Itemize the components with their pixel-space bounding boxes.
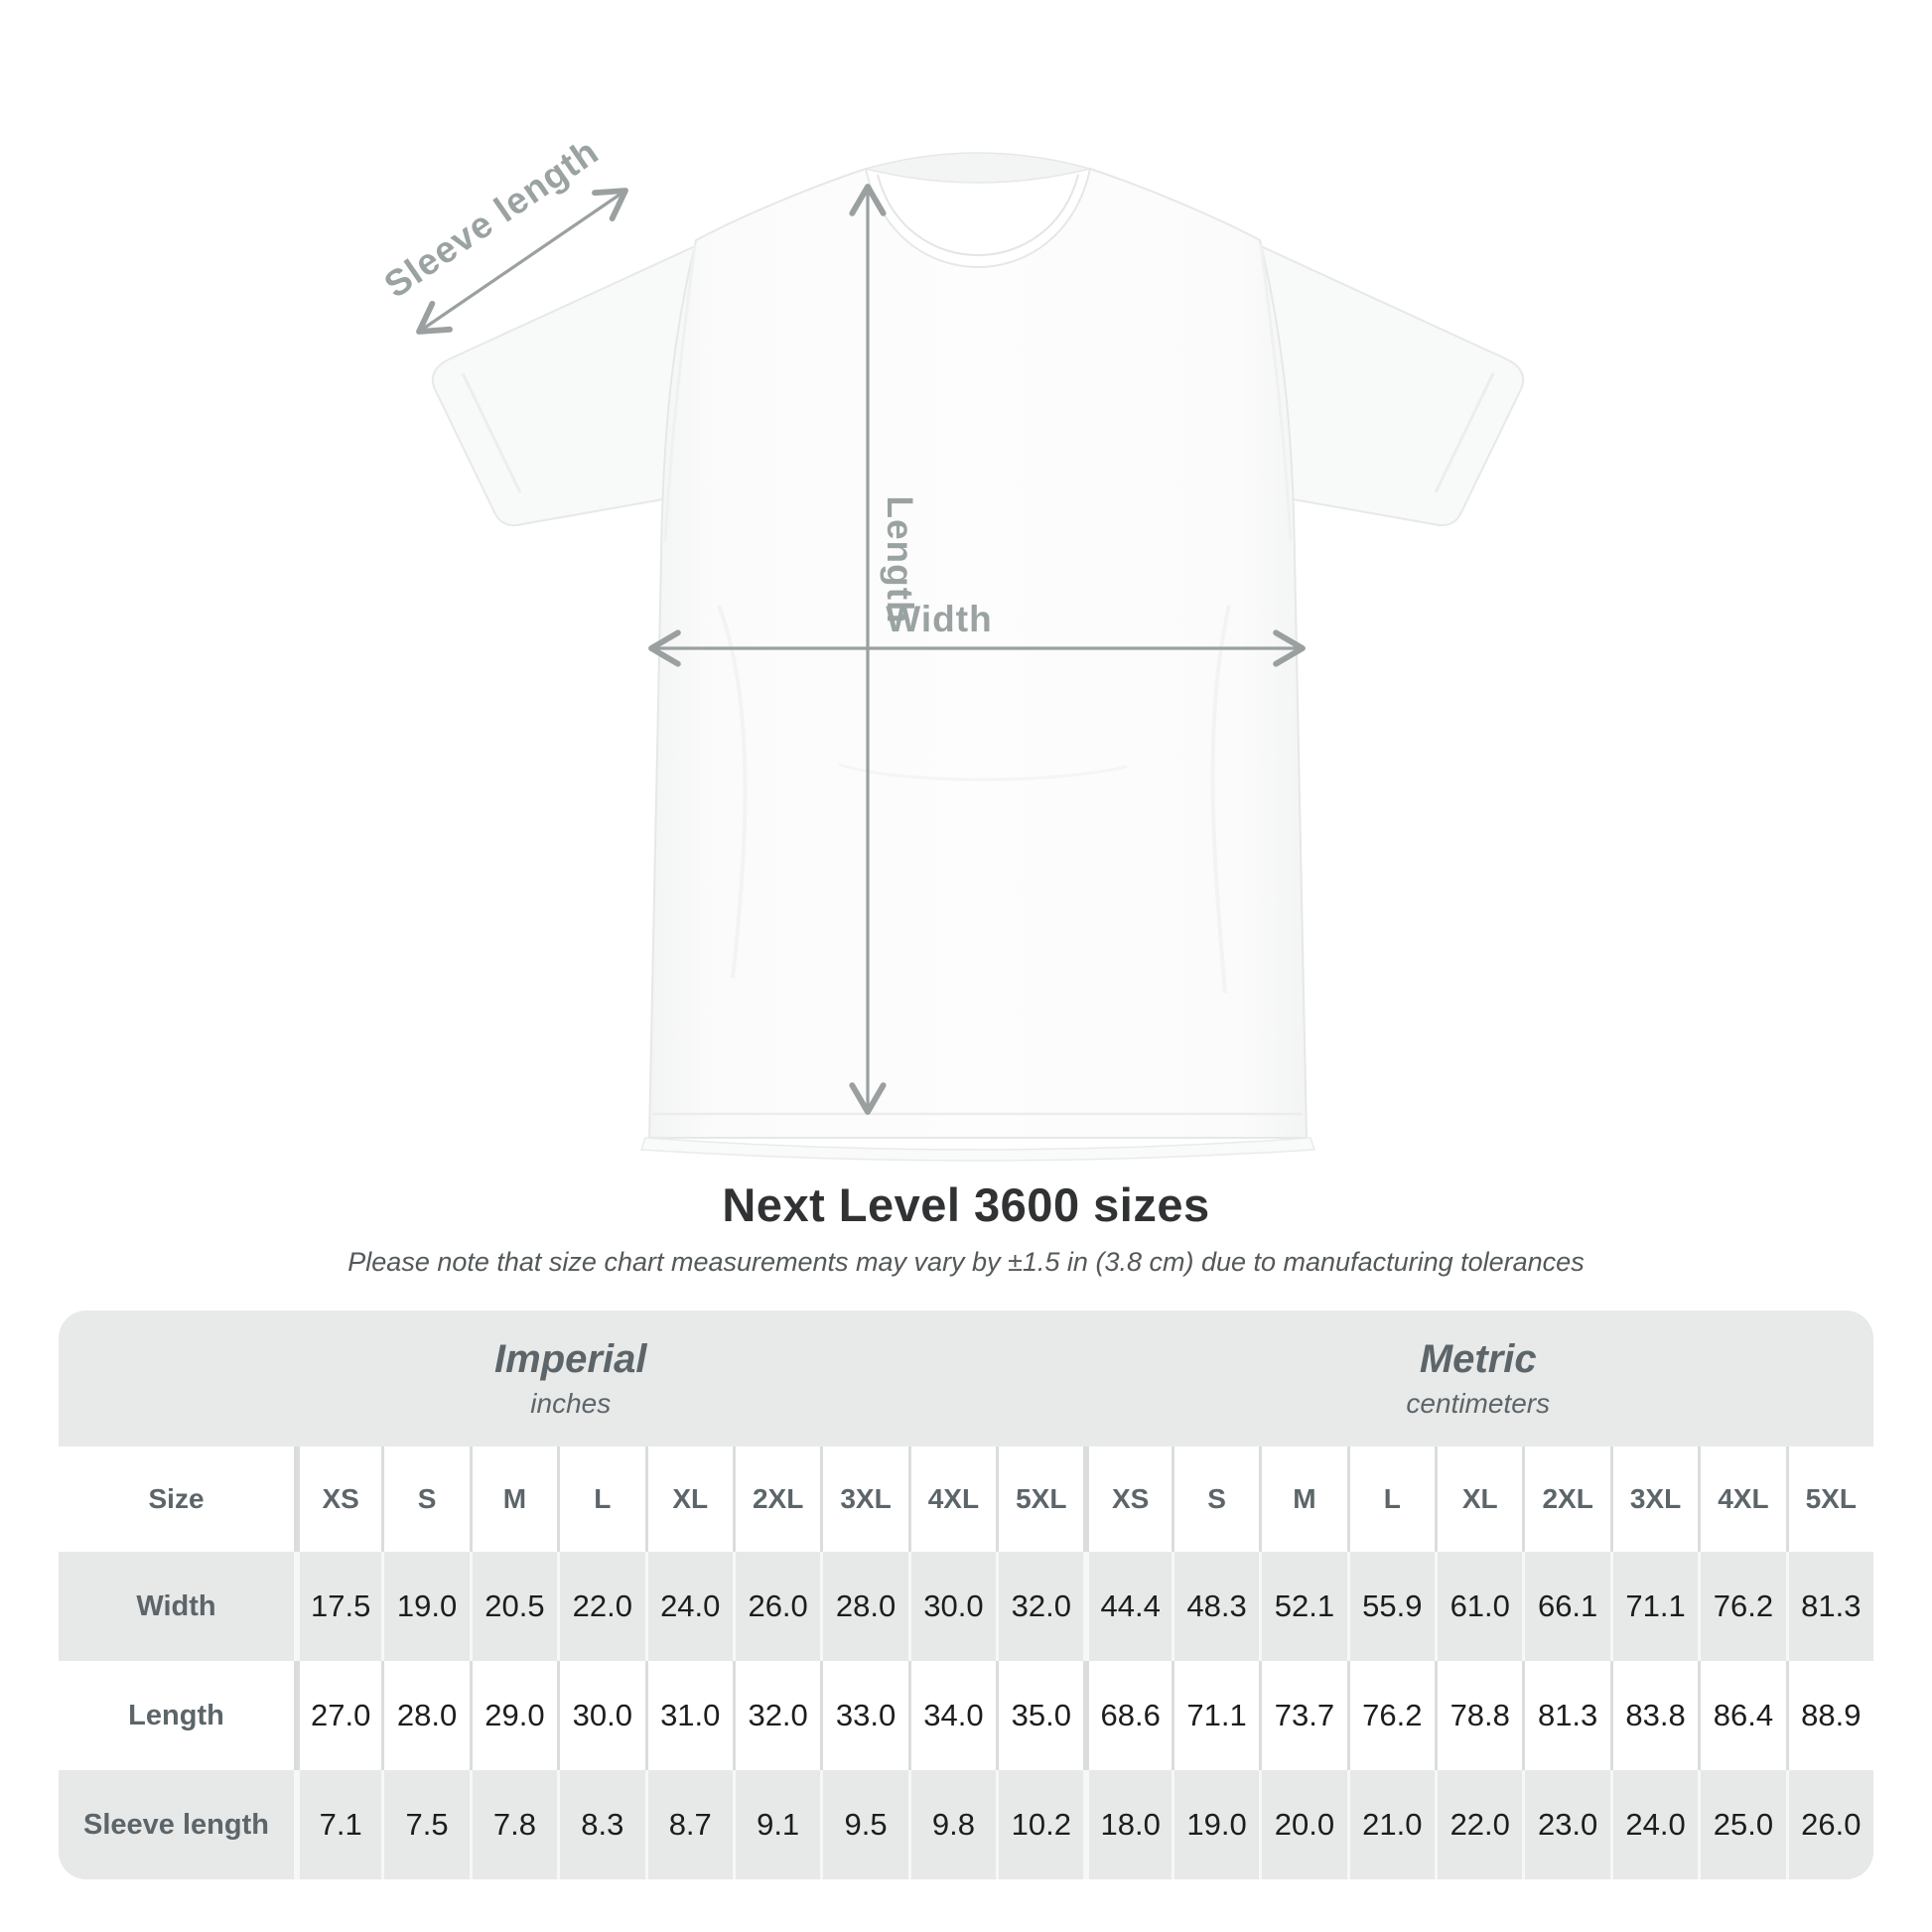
table-row-length: Length 27.0 28.0 29.0 30.0 31.0 32.0 33.0 34.0 3… bbox=[59, 1661, 1873, 1770]
value-imperial-s: 19.0 bbox=[381, 1552, 469, 1661]
value-imperial-xl: 24.0 bbox=[644, 1552, 733, 1661]
sleeve-length-arrow bbox=[416, 188, 628, 335]
length-label: Length bbox=[880, 495, 920, 623]
size-col-imperial-5xl: 5XL bbox=[996, 1447, 1083, 1552]
tolerance-note: Please note that size chart measurements… bbox=[347, 1247, 1585, 1277]
value-imperial-4xl: 34.0 bbox=[907, 1661, 996, 1770]
value-metric-l: 21.0 bbox=[1346, 1770, 1435, 1879]
value-metric-3xl: 24.0 bbox=[1609, 1770, 1698, 1879]
value-metric-2xl: 66.1 bbox=[1522, 1552, 1609, 1661]
width-label: Width bbox=[886, 599, 992, 639]
size-col-imperial-3xl: 3XL bbox=[820, 1447, 907, 1552]
measurement-arrows bbox=[416, 184, 1306, 1115]
page-title: Next Level 3600 sizes bbox=[722, 1178, 1210, 1231]
value-metric-s: 71.1 bbox=[1171, 1661, 1259, 1770]
value-imperial-l: 8.3 bbox=[557, 1770, 644, 1879]
value-imperial-m: 7.8 bbox=[469, 1770, 557, 1879]
value-imperial-xs: 17.5 bbox=[294, 1552, 381, 1661]
value-metric-l: 76.2 bbox=[1346, 1661, 1435, 1770]
value-imperial-5xl: 10.2 bbox=[996, 1770, 1083, 1879]
value-metric-m: 73.7 bbox=[1259, 1661, 1346, 1770]
value-metric-5xl: 81.3 bbox=[1785, 1552, 1873, 1661]
unit-group-header: Imperial inches Metric centimeters bbox=[59, 1311, 1873, 1447]
value-imperial-3xl: 33.0 bbox=[820, 1661, 907, 1770]
value-metric-4xl: 86.4 bbox=[1698, 1661, 1785, 1770]
row-label-length: Length bbox=[128, 1699, 224, 1731]
value-imperial-2xl: 26.0 bbox=[732, 1552, 820, 1661]
size-col-imperial-xl: XL bbox=[644, 1447, 733, 1552]
value-imperial-s: 28.0 bbox=[381, 1661, 469, 1770]
sleeve-length-label: Sleeve length bbox=[377, 131, 607, 306]
value-imperial-l: 30.0 bbox=[557, 1661, 644, 1770]
imperial-unit: inches bbox=[530, 1388, 612, 1419]
size-col-metric-xl: XL bbox=[1435, 1447, 1522, 1552]
value-imperial-2xl: 32.0 bbox=[732, 1661, 820, 1770]
size-col-metric-m: M bbox=[1259, 1447, 1346, 1552]
table-row-sleeve-length: Sleeve length 7.1 7.5 7.8 8.3 8.7 9.1 9.5 9.8 10… bbox=[59, 1770, 1873, 1879]
size-col-imperial-l: L bbox=[557, 1447, 644, 1552]
value-metric-l: 55.9 bbox=[1346, 1552, 1435, 1661]
size-col-imperial-2xl: 2XL bbox=[732, 1447, 820, 1552]
value-metric-xl: 22.0 bbox=[1435, 1770, 1522, 1879]
value-metric-m: 52.1 bbox=[1259, 1552, 1346, 1661]
value-metric-xs: 44.4 bbox=[1083, 1552, 1171, 1661]
value-metric-2xl: 23.0 bbox=[1522, 1770, 1609, 1879]
value-imperial-4xl: 9.8 bbox=[907, 1770, 996, 1879]
value-metric-s: 19.0 bbox=[1171, 1770, 1259, 1879]
size-chart-table: Imperial inches Metric centimeters Size … bbox=[59, 1311, 1873, 1879]
size-col-imperial-s: S bbox=[381, 1447, 469, 1552]
size-col-metric-l: L bbox=[1346, 1447, 1435, 1552]
value-imperial-5xl: 32.0 bbox=[996, 1552, 1083, 1661]
value-metric-xl: 61.0 bbox=[1435, 1552, 1522, 1661]
value-metric-m: 20.0 bbox=[1259, 1770, 1346, 1879]
value-imperial-5xl: 35.0 bbox=[996, 1661, 1083, 1770]
size-col-imperial-xs: XS bbox=[294, 1447, 381, 1552]
size-header-row: Size XS S M L XL 2XL 3XL 4XL 5XL XS S M L XL 2XL 3XL 4XL… bbox=[59, 1447, 1873, 1552]
value-metric-2xl: 81.3 bbox=[1522, 1661, 1609, 1770]
size-col-imperial-4xl: 4XL bbox=[907, 1447, 996, 1552]
row-label-sleeve-length: Sleeve length bbox=[83, 1808, 269, 1841]
value-imperial-xs: 7.1 bbox=[294, 1770, 381, 1879]
value-imperial-xl: 8.7 bbox=[644, 1770, 733, 1879]
value-metric-4xl: 76.2 bbox=[1698, 1552, 1785, 1661]
value-imperial-xl: 31.0 bbox=[644, 1661, 733, 1770]
value-imperial-m: 29.0 bbox=[469, 1661, 557, 1770]
value-metric-4xl: 25.0 bbox=[1698, 1770, 1785, 1879]
value-metric-xl: 78.8 bbox=[1435, 1661, 1522, 1770]
value-imperial-s: 7.5 bbox=[381, 1770, 469, 1879]
value-imperial-4xl: 30.0 bbox=[907, 1552, 996, 1661]
imperial-group: Imperial inches bbox=[59, 1311, 1083, 1447]
metric-group: Metric centimeters bbox=[1083, 1311, 1874, 1447]
value-metric-3xl: 71.1 bbox=[1609, 1552, 1698, 1661]
size-col-metric-4xl: 4XL bbox=[1698, 1447, 1785, 1552]
value-metric-xs: 68.6 bbox=[1083, 1661, 1171, 1770]
value-metric-3xl: 83.8 bbox=[1609, 1661, 1698, 1770]
value-metric-xs: 18.0 bbox=[1083, 1770, 1171, 1879]
table-row-width: Width 17.5 19.0 20.5 22.0 24.0 26.0 28.0 30.0 32… bbox=[59, 1552, 1873, 1661]
metric-label: Metric bbox=[1419, 1337, 1537, 1381]
size-corner-header: Size bbox=[148, 1483, 205, 1514]
value-imperial-m: 20.5 bbox=[469, 1552, 557, 1661]
value-imperial-l: 22.0 bbox=[557, 1552, 644, 1661]
size-col-metric-xs: XS bbox=[1083, 1447, 1171, 1552]
t-shirt-body bbox=[639, 152, 1316, 1162]
imperial-label: Imperial bbox=[494, 1337, 647, 1381]
value-metric-5xl: 88.9 bbox=[1785, 1661, 1873, 1770]
value-imperial-3xl: 28.0 bbox=[820, 1552, 907, 1661]
value-imperial-xs: 27.0 bbox=[294, 1661, 381, 1770]
metric-unit: centimeters bbox=[1406, 1388, 1551, 1419]
row-label-width: Width bbox=[136, 1589, 216, 1622]
collar bbox=[863, 152, 1093, 184]
t-shirt-sleeves bbox=[431, 244, 1525, 527]
size-col-imperial-m: M bbox=[469, 1447, 557, 1552]
size-col-metric-2xl: 2XL bbox=[1522, 1447, 1609, 1552]
value-metric-s: 48.3 bbox=[1171, 1552, 1259, 1661]
value-imperial-3xl: 9.5 bbox=[820, 1770, 907, 1879]
size-col-metric-s: S bbox=[1171, 1447, 1259, 1552]
size-col-metric-3xl: 3XL bbox=[1609, 1447, 1698, 1552]
tshirt-measurement-diagram: Sleeve length Length Width bbox=[377, 131, 1525, 1162]
value-imperial-2xl: 9.1 bbox=[732, 1770, 820, 1879]
size-col-metric-5xl: 5XL bbox=[1785, 1447, 1873, 1552]
value-metric-5xl: 26.0 bbox=[1785, 1770, 1873, 1879]
